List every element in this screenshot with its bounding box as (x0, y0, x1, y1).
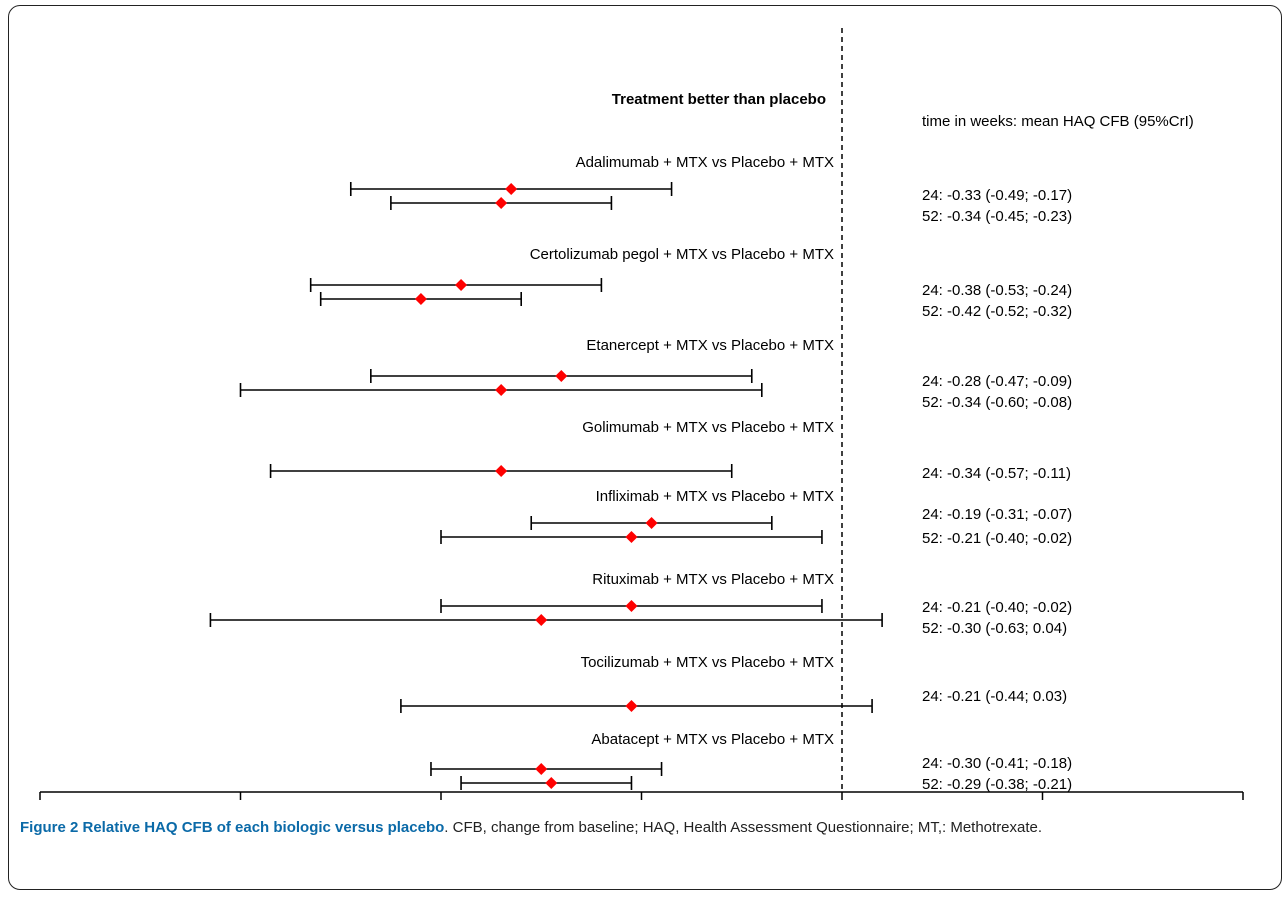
estimate-text: 24: -0.21 (-0.44; 0.03) (922, 688, 1067, 705)
annotation-left: Treatment better than placebo (612, 91, 826, 108)
point-estimate-marker (625, 531, 638, 543)
estimate-text: 24: -0.28 (-0.47; -0.09) (922, 373, 1072, 390)
point-estimate-marker (455, 279, 468, 291)
comparison-label: Abatacept + MTX vs Placebo + MTX (591, 731, 834, 748)
point-estimate-marker (535, 614, 548, 626)
point-estimate-marker (495, 465, 508, 477)
point-estimate-marker (495, 384, 508, 396)
point-estimate-marker (625, 700, 638, 712)
caption-text: . CFB, change from baseline; HAQ, Health… (444, 819, 1043, 836)
forest-plot: Treatment better than placebo time in wee… (27, 28, 1254, 810)
estimate-text: 24: -0.30 (-0.41; -0.18) (922, 755, 1072, 772)
x-tick-label: 0.2 (1032, 809, 1053, 810)
comparison-label: Adalimumab + MTX vs Placebo + MTX (576, 154, 834, 171)
x-tick-label: -0.2 (629, 809, 655, 810)
estimate-text: 52: -0.29 (-0.38; -0.21) (922, 776, 1072, 793)
right-column-header: time in weeks: mean HAQ CFB (95%CrI) (922, 113, 1194, 130)
estimate-text: 52: -0.21 (-0.40; -0.02) (922, 530, 1072, 547)
point-estimate-marker (625, 600, 638, 612)
comparison-label: Etanercept + MTX vs Placebo + MTX (586, 337, 834, 354)
estimate-text: 24: -0.38 (-0.53; -0.24) (922, 282, 1072, 299)
estimate-text: 52: -0.30 (-0.63; 0.04) (922, 620, 1067, 637)
estimate-text: 24: -0.33 (-0.49; -0.17) (922, 187, 1072, 204)
comparison-label: Golimumab + MTX vs Placebo + MTX (582, 419, 834, 436)
point-estimate-marker (414, 293, 427, 305)
point-estimate-marker (505, 183, 518, 195)
estimate-text: 52: -0.34 (-0.45; -0.23) (922, 208, 1072, 225)
x-tick-label: -0.8 (27, 809, 53, 810)
point-estimate-marker (495, 197, 508, 209)
comparison-label: Tocilizumab + MTX vs Placebo + MTX (581, 654, 834, 671)
figure-caption: Figure 2 Relative HAQ CFB of each biolog… (20, 816, 1265, 839)
estimate-text: 52: -0.42 (-0.52; -0.32) (922, 303, 1072, 320)
comparison-label: Certolizumab pegol + MTX vs Placebo + MT… (530, 246, 834, 263)
comparison-label: Infliximab + MTX vs Placebo + MTX (596, 488, 834, 505)
point-estimate-marker (535, 763, 548, 775)
comparison-label: Rituximab + MTX vs Placebo + MTX (592, 571, 834, 588)
estimate-text: 24: -0.19 (-0.31; -0.07) (922, 506, 1072, 523)
x-tick-label: 0.0 (832, 809, 853, 810)
x-tick-label: -0.4 (428, 809, 454, 810)
estimate-text: 52: -0.34 (-0.60; -0.08) (922, 394, 1072, 411)
point-estimate-marker (555, 370, 568, 382)
x-tick-label: -0.6 (228, 809, 254, 810)
point-estimate-marker (645, 517, 658, 529)
x-tick-label: 0.4 (1233, 809, 1254, 810)
estimate-text: 24: -0.34 (-0.57; -0.11) (922, 465, 1071, 482)
point-estimate-marker (545, 777, 558, 789)
estimate-text: 24: -0.21 (-0.40; -0.02) (922, 599, 1072, 616)
caption-title: Figure 2 Relative HAQ CFB of each biolog… (20, 819, 445, 836)
